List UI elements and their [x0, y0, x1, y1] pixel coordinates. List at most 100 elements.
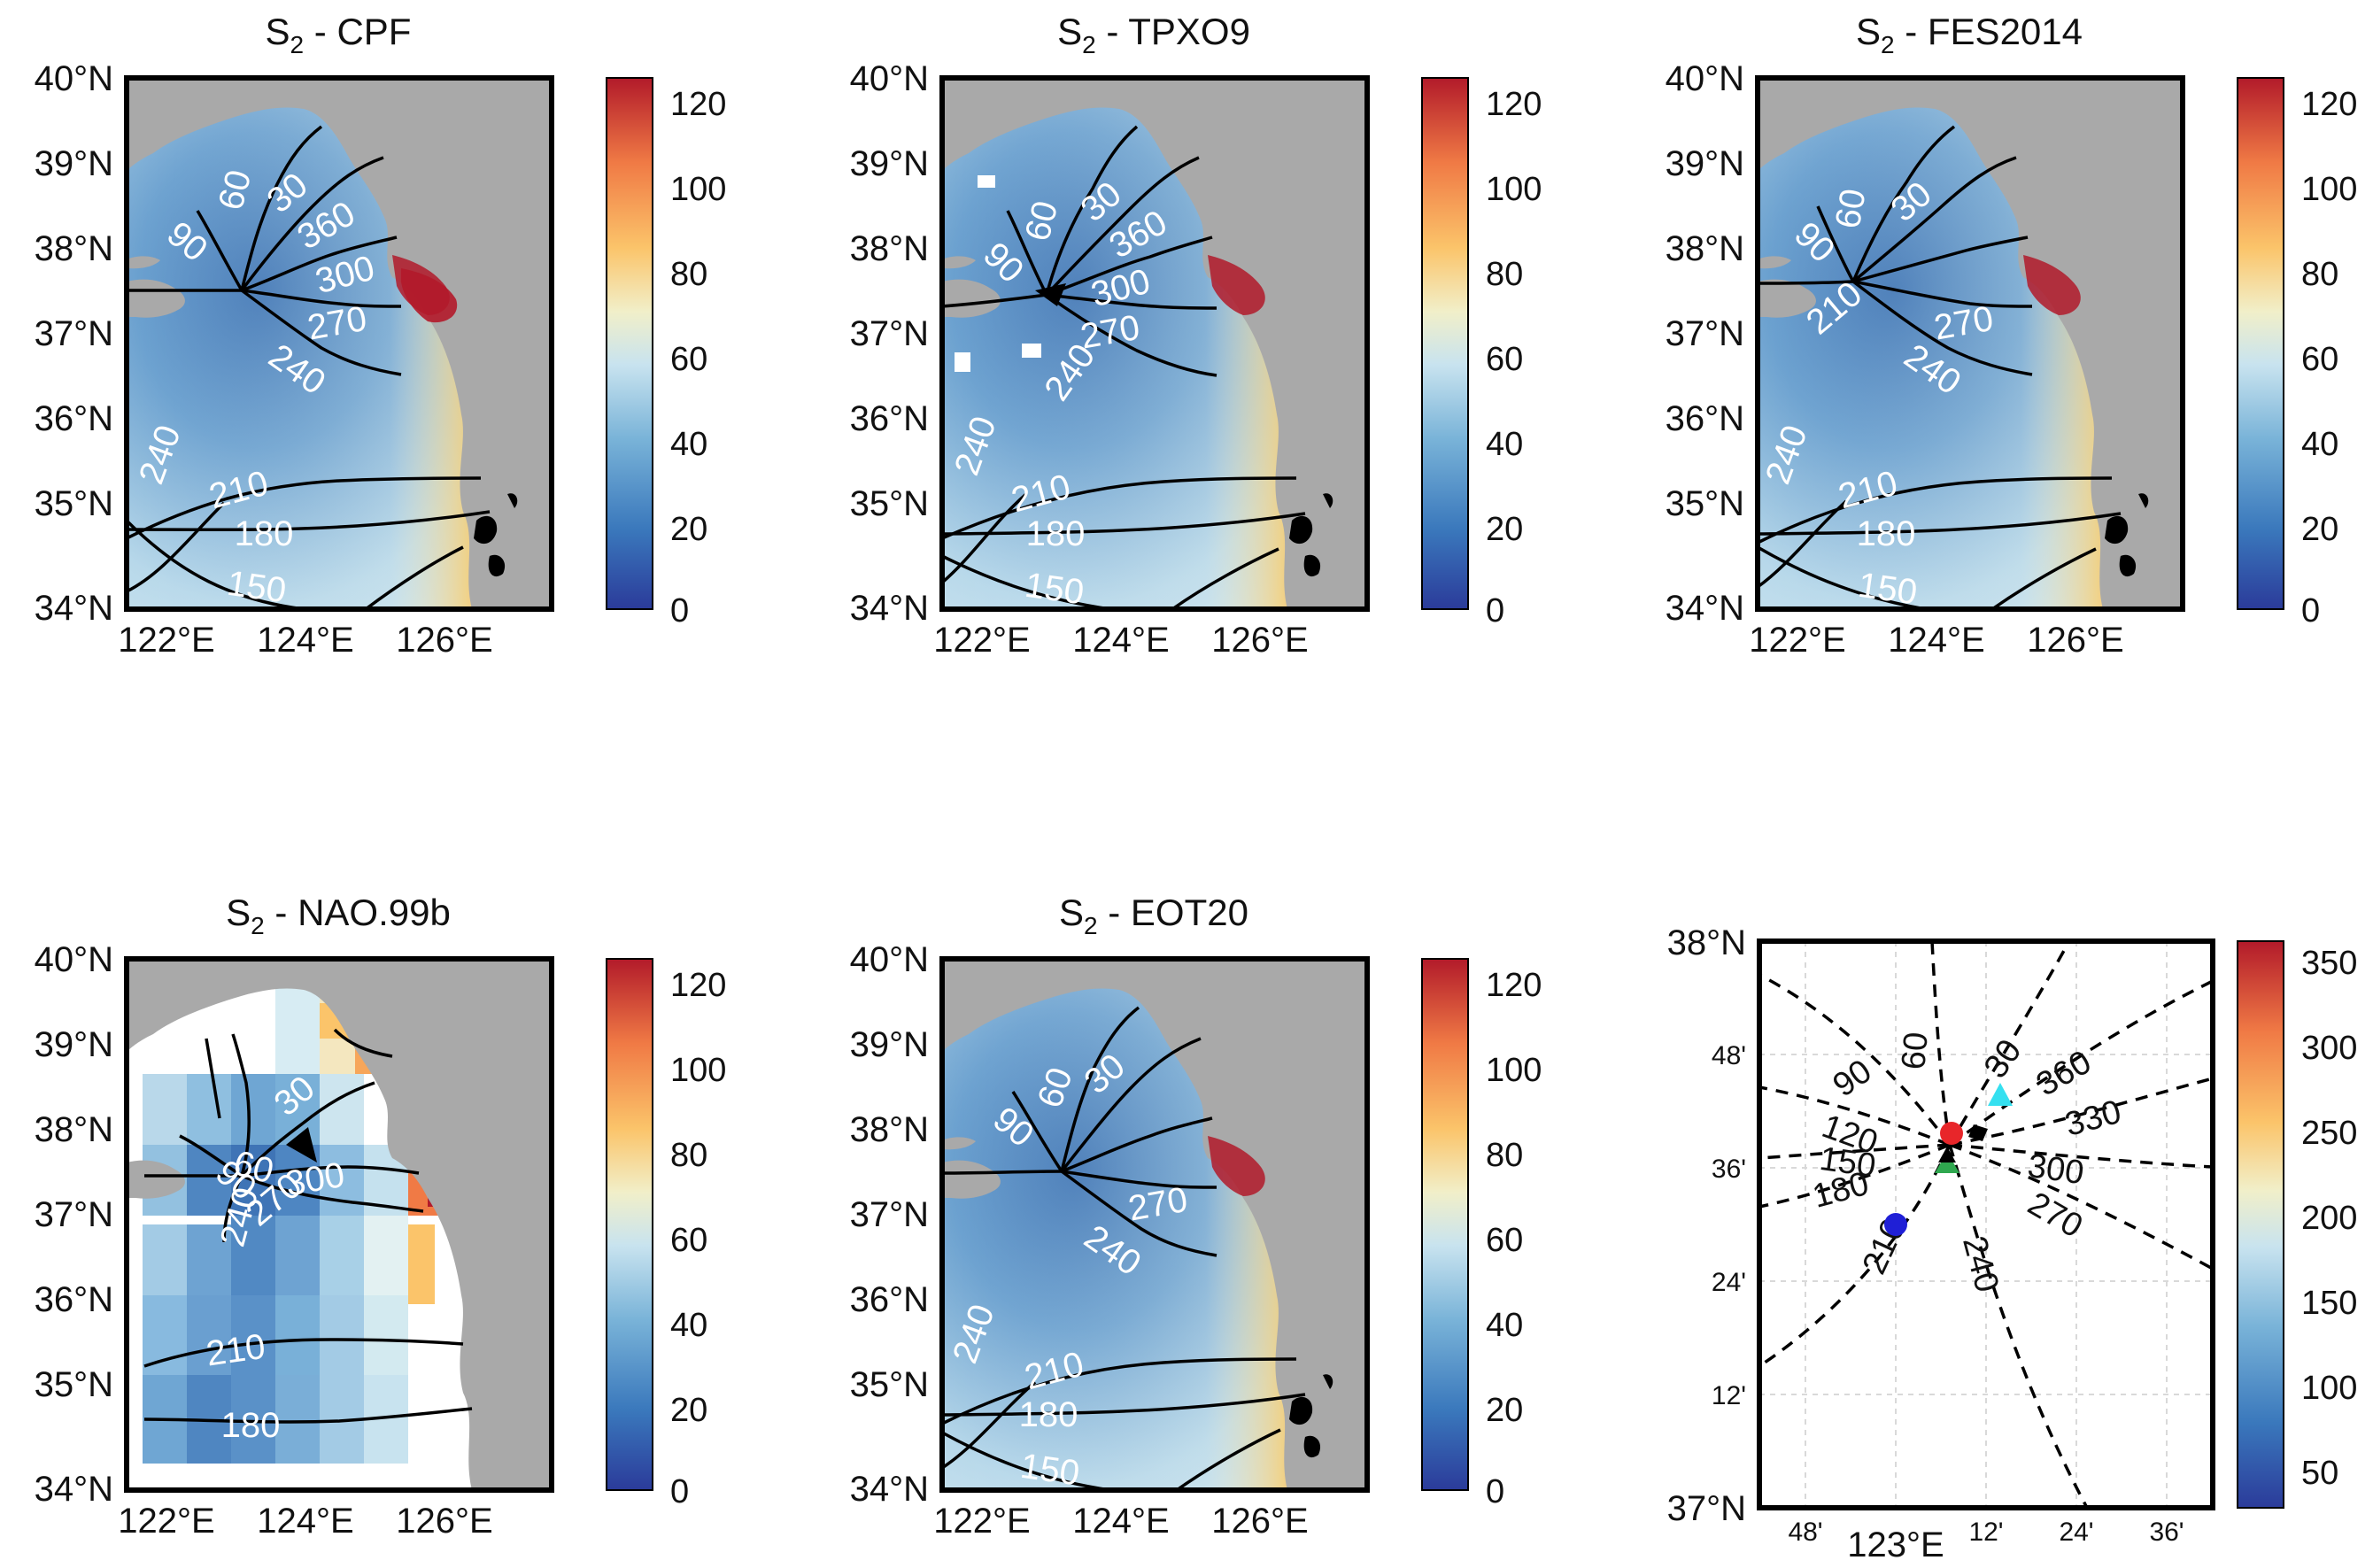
contour-label: 150 — [1817, 1140, 1878, 1185]
contour-label: 60 — [1895, 1031, 1936, 1071]
colorbar-tick: 60 — [1486, 1222, 1523, 1259]
colorbar-tick: 80 — [1486, 256, 1523, 293]
contour-label: 180 — [1026, 514, 1086, 553]
lon-tick: 126°E — [396, 621, 492, 660]
contour-label: 150 — [1856, 566, 1920, 613]
panel-eot20-map: 60 30 90 270 240 240 210 180 150 — [939, 956, 1370, 1494]
lon-tick: 124°E — [257, 1502, 353, 1541]
panel-fes2014-colorbar: 120 100 80 60 40 20 0 — [2237, 77, 2357, 630]
colorbar-tick: 120 — [1486, 86, 1542, 123]
lon-tick: 122°E — [118, 1502, 214, 1541]
colorbar-tick: 200 — [2301, 1200, 2357, 1237]
panel-cpf-map: 60 30 360 90 300 270 240 240 210 180 150 — [124, 75, 554, 612]
lat-tick: 35°N — [1666, 484, 1744, 523]
panel-eot20-contours — [941, 1006, 1306, 1492]
colorbar-tick: 40 — [670, 1307, 707, 1344]
panel-fes2014-contours — [1756, 125, 2122, 611]
lat-tick: 40°N — [850, 59, 929, 98]
lat-tick: 36°N — [850, 1280, 929, 1319]
lat-tick: 38°N — [35, 1110, 113, 1149]
lon-tick: 126°E — [396, 1502, 492, 1541]
colorbar-tick: 120 — [670, 967, 726, 1004]
panel-cpf-contours — [125, 125, 491, 611]
nao-grid-cells — [143, 977, 454, 1464]
panel-tpxo9-colorbar: 120 100 80 60 40 20 0 — [1421, 77, 1542, 630]
colorbar-tick: 80 — [2301, 256, 2338, 293]
colorbar-tick: 0 — [1486, 592, 1504, 630]
panel-eot20-colorbar: 120 100 80 60 40 20 0 — [1421, 958, 1542, 1510]
lat-tick: 35°N — [35, 1365, 113, 1404]
lat-tick: 36°N — [35, 1280, 113, 1319]
panel-eot20-title: S2 - EOT20 — [1059, 892, 1248, 939]
colorbar-tick: 20 — [1486, 1392, 1523, 1429]
panel-cpf: S2 - CPF 60 30 360 90 300 — [35, 11, 727, 660]
lat-tick: 39°N — [35, 1025, 113, 1064]
lat-tick: 24' — [1712, 1268, 1746, 1297]
lat-tick: 38°N — [1667, 923, 1746, 962]
panel-tpxo9-contours — [940, 125, 1306, 611]
panel-nao99b-contours — [143, 1028, 473, 1424]
colorbar-tick: 120 — [670, 86, 726, 123]
colorbar-tick: 250 — [2301, 1115, 2357, 1152]
colorbar-tick: 40 — [1486, 1307, 1523, 1344]
black-diamond-marker — [1968, 1124, 1988, 1141]
zoom-contours — [1758, 940, 2214, 1509]
lon-tick: 122°E — [933, 1502, 1030, 1541]
panel-nao99b: S2 - NAO.99b — [35, 892, 727, 1541]
panel-cpf-lat-axis: 40°N 39°N 38°N 37°N 36°N 35°N 34°N — [35, 59, 113, 628]
panel-zoom-lon-axis: 48' 123°E 12' 24' 36' — [1788, 1518, 2184, 1564]
lat-tick: 40°N — [35, 940, 113, 979]
red-circle-marker — [1940, 1122, 1963, 1145]
colorbar-tick: 20 — [670, 1392, 707, 1429]
panel-fes2014-map: 60 30 90 210 270 240 240 210 180 150 — [1755, 75, 2185, 613]
lat-tick: 37°N — [850, 314, 929, 353]
lat-tick: 12' — [1712, 1381, 1746, 1410]
contour-label: 180 — [1857, 514, 1916, 553]
lat-tick: 38°N — [1666, 229, 1744, 268]
lon-tick: 36' — [2149, 1518, 2184, 1547]
panel-nao99b-colorbar: 120 100 80 60 40 20 0 — [606, 958, 726, 1510]
blue-circle-marker — [1884, 1213, 1907, 1236]
contour-label: 150 — [1018, 1447, 1082, 1494]
panel-nao99b-title: S2 - NAO.99b — [226, 892, 451, 939]
lon-tick: 126°E — [2027, 621, 2123, 660]
lat-tick: 36°N — [35, 399, 113, 438]
lat-tick: 35°N — [35, 484, 113, 523]
panel-nao99b-map: 30 60 90 300 270 240 210 180 — [124, 956, 554, 1493]
colorbar-tick: 40 — [2301, 426, 2338, 463]
panel-eot20: S2 - EOT20 60 30 90 270 240 24 — [850, 892, 1542, 1541]
contour-label: 300 — [2025, 1147, 2086, 1192]
panel-cpf-lon-axis: 122°E 124°E 126°E — [118, 621, 492, 660]
panel-eot20-lat-axis: 40°N 39°N 38°N 37°N 36°N 35°N 34°N — [850, 940, 929, 1509]
panel-fes2014-title: S2 - FES2014 — [1856, 11, 2083, 58]
colorbar-tick: 60 — [2301, 341, 2338, 378]
lat-tick: 38°N — [850, 229, 929, 268]
colorbar-tick: 20 — [2301, 511, 2338, 548]
lon-tick: 124°E — [1888, 621, 1984, 660]
panel-cpf-colorbar: 120 100 80 60 40 20 0 — [606, 77, 726, 630]
lat-tick: 34°N — [35, 589, 113, 628]
lat-tick: 38°N — [850, 1110, 929, 1149]
panel-zoom: 90 60 30 360 120 330 150 180 300 210 270… — [1667, 923, 2358, 1564]
lat-tick: 35°N — [850, 484, 929, 523]
colorbar-tick: 80 — [1486, 1137, 1523, 1174]
contour-label: 150 — [1023, 566, 1086, 613]
colorbar-tick: 50 — [2301, 1455, 2338, 1492]
colorbar-tick: 60 — [1486, 341, 1523, 378]
contour-label: 60 — [1828, 186, 1874, 231]
colorbar-tick: 100 — [2301, 1370, 2357, 1407]
contour-label: 180 — [221, 1406, 281, 1445]
colorbar-tick: 80 — [670, 256, 707, 293]
lat-tick: 40°N — [1666, 59, 1744, 98]
zoom-markers — [1884, 1083, 2013, 1236]
colorbar-tick: 150 — [2301, 1285, 2357, 1322]
lon-tick: 122°E — [1749, 621, 1845, 660]
lat-tick: 37°N — [1666, 314, 1744, 353]
contour-label: 180 — [235, 514, 294, 553]
lat-tick: 37°N — [35, 314, 113, 353]
black-triangle-marker — [1938, 1147, 1956, 1162]
panel-nao99b-lon-axis: 122°E 124°E 126°E — [118, 1502, 492, 1541]
colorbar-tick: 80 — [670, 1137, 707, 1174]
lon-tick: 126°E — [1211, 1502, 1308, 1541]
